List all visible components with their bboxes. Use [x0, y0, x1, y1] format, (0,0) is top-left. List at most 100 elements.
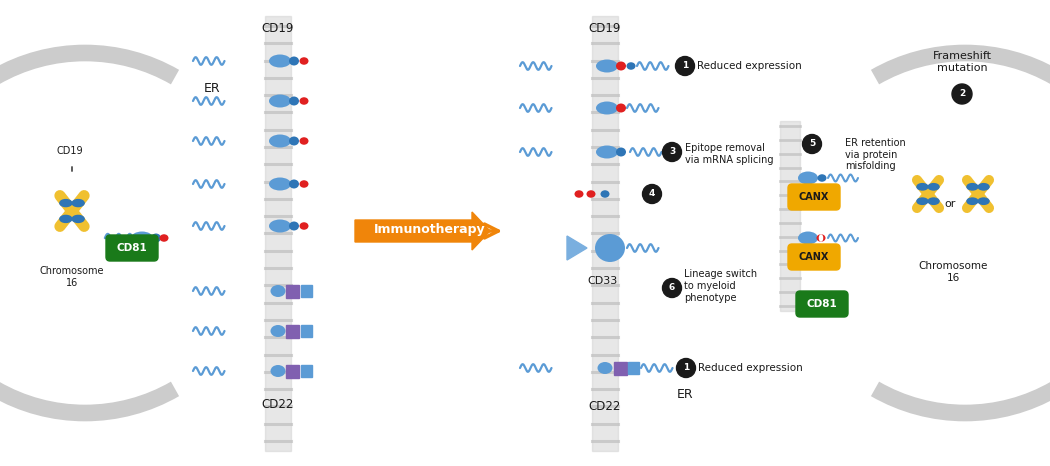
- Text: 1: 1: [681, 62, 688, 70]
- Ellipse shape: [289, 56, 299, 66]
- Text: CD81: CD81: [806, 299, 838, 309]
- Text: Reduced expression: Reduced expression: [697, 61, 802, 71]
- Ellipse shape: [917, 198, 928, 205]
- Text: Frameshift
mutation: Frameshift mutation: [932, 51, 991, 73]
- Ellipse shape: [60, 199, 71, 206]
- Text: CD33: CD33: [588, 276, 618, 286]
- Ellipse shape: [289, 179, 299, 189]
- Ellipse shape: [917, 184, 928, 190]
- Ellipse shape: [798, 232, 818, 245]
- Text: CD22: CD22: [261, 397, 294, 411]
- Ellipse shape: [131, 232, 153, 245]
- Ellipse shape: [72, 215, 84, 222]
- Text: Immunotherapy: Immunotherapy: [374, 222, 486, 235]
- Ellipse shape: [271, 365, 286, 377]
- Circle shape: [663, 143, 681, 162]
- Circle shape: [802, 135, 821, 153]
- Text: ER retention
via protein
misfolding: ER retention via protein misfolding: [845, 138, 906, 171]
- Text: CANX: CANX: [799, 192, 830, 202]
- Bar: [265, 16, 291, 451]
- Text: Epitope removal
via mRNA splicing: Epitope removal via mRNA splicing: [685, 143, 774, 165]
- Ellipse shape: [595, 234, 625, 262]
- Ellipse shape: [627, 62, 635, 70]
- Ellipse shape: [967, 198, 978, 205]
- Text: CD19: CD19: [261, 21, 294, 34]
- Circle shape: [643, 185, 662, 204]
- FancyBboxPatch shape: [788, 184, 840, 210]
- FancyBboxPatch shape: [796, 291, 848, 317]
- Circle shape: [675, 56, 694, 75]
- Ellipse shape: [928, 184, 939, 190]
- Bar: [628, 362, 639, 374]
- Bar: [286, 364, 299, 377]
- Ellipse shape: [289, 137, 299, 145]
- Ellipse shape: [596, 102, 618, 115]
- Circle shape: [663, 279, 681, 297]
- Bar: [780, 121, 800, 311]
- Ellipse shape: [818, 174, 826, 182]
- Ellipse shape: [616, 62, 626, 70]
- Ellipse shape: [271, 285, 286, 297]
- Bar: [592, 16, 618, 451]
- Ellipse shape: [60, 215, 71, 222]
- Ellipse shape: [597, 362, 612, 374]
- Ellipse shape: [601, 190, 609, 198]
- Ellipse shape: [587, 190, 595, 198]
- Circle shape: [676, 358, 695, 377]
- Ellipse shape: [596, 60, 618, 73]
- FancyArrow shape: [355, 212, 490, 250]
- Circle shape: [952, 84, 972, 104]
- Ellipse shape: [160, 234, 168, 242]
- Text: 6: 6: [669, 283, 675, 293]
- Text: CD19: CD19: [589, 21, 622, 34]
- Polygon shape: [567, 236, 587, 260]
- Ellipse shape: [299, 222, 309, 230]
- Ellipse shape: [928, 198, 939, 205]
- Ellipse shape: [72, 199, 84, 206]
- Ellipse shape: [299, 97, 309, 105]
- Text: 3: 3: [669, 148, 675, 157]
- Ellipse shape: [269, 178, 291, 191]
- Text: 5: 5: [808, 139, 815, 149]
- Bar: [300, 365, 312, 377]
- Ellipse shape: [269, 55, 291, 68]
- FancyBboxPatch shape: [106, 235, 158, 261]
- Ellipse shape: [798, 171, 818, 185]
- Text: CD81: CD81: [117, 243, 147, 253]
- Ellipse shape: [574, 190, 584, 198]
- Text: CD19: CD19: [57, 146, 83, 156]
- Ellipse shape: [151, 233, 161, 242]
- Text: Chromosome
16: Chromosome 16: [40, 266, 104, 288]
- Text: CANX: CANX: [799, 252, 830, 262]
- Ellipse shape: [979, 198, 989, 205]
- Text: Lineage switch
to myeloid
phenotype: Lineage switch to myeloid phenotype: [684, 269, 757, 302]
- Ellipse shape: [299, 57, 309, 65]
- Ellipse shape: [616, 103, 626, 112]
- Ellipse shape: [271, 325, 286, 337]
- Ellipse shape: [967, 184, 978, 190]
- Ellipse shape: [269, 135, 291, 148]
- Ellipse shape: [269, 95, 291, 108]
- Bar: [286, 285, 299, 297]
- Ellipse shape: [817, 234, 825, 242]
- Text: CD22: CD22: [589, 399, 622, 412]
- Text: ER: ER: [676, 388, 693, 400]
- Bar: [614, 362, 627, 375]
- Ellipse shape: [289, 221, 299, 231]
- Text: 2: 2: [959, 89, 965, 98]
- Bar: [300, 325, 312, 337]
- Ellipse shape: [299, 137, 309, 145]
- Text: 1: 1: [682, 363, 689, 372]
- Ellipse shape: [289, 96, 299, 105]
- Text: Chromosome
16: Chromosome 16: [919, 261, 988, 282]
- Text: ER: ER: [204, 82, 220, 95]
- Ellipse shape: [819, 234, 823, 242]
- Ellipse shape: [616, 148, 626, 157]
- Ellipse shape: [299, 180, 309, 188]
- Bar: [300, 285, 312, 297]
- Ellipse shape: [979, 184, 989, 190]
- Bar: [286, 324, 299, 337]
- Text: 4: 4: [649, 190, 655, 199]
- Ellipse shape: [269, 219, 291, 233]
- Ellipse shape: [596, 145, 618, 158]
